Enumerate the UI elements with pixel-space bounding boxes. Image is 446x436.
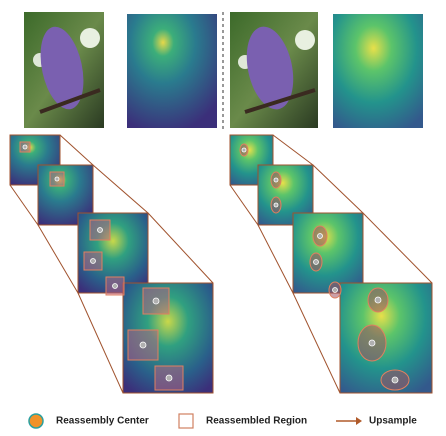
bird-image (24, 12, 104, 128)
heatmap (333, 14, 423, 128)
heatmap (127, 14, 217, 128)
bird-image (230, 12, 318, 128)
legend: Reassembly Center Reassembled Region Ups… (28, 413, 417, 429)
legend-label: Reassembly Center (56, 416, 149, 427)
legend-region-icon (178, 413, 194, 429)
legend-arrow-icon (336, 417, 362, 425)
left-stack (9, 134, 214, 394)
legend-label: Reassembled Region (206, 416, 307, 427)
right-stack (229, 134, 433, 394)
legend-center-icon (28, 413, 44, 429)
legend-label: Upsample (369, 416, 417, 427)
